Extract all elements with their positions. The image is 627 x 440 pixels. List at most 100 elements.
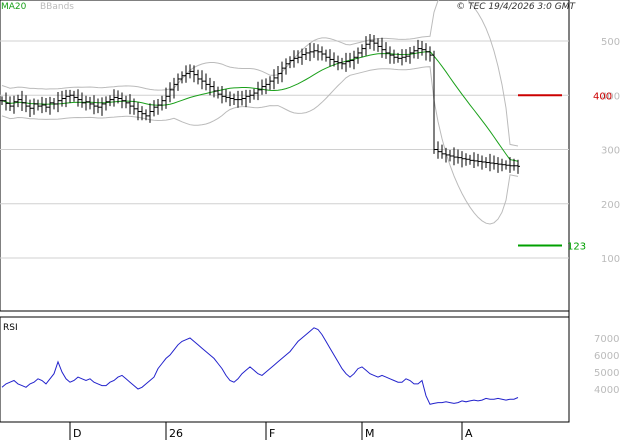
price-bar	[480, 155, 484, 170]
header-legend: MA20 BBands © TEC 19/4/2026 3:0 GMT	[1, 2, 577, 12]
price-bar	[320, 46, 324, 61]
price-bar	[212, 81, 216, 98]
price-bar	[284, 58, 288, 75]
price-bar	[160, 95, 164, 111]
rsi-tick-label: 5000	[594, 368, 619, 379]
price-bar	[472, 152, 476, 168]
price-bar	[300, 48, 304, 65]
price-bar	[332, 52, 336, 67]
price-tick-label: 300	[601, 146, 620, 157]
price-panel-frame	[0, 0, 570, 312]
price-bar	[516, 159, 520, 174]
price-bar	[84, 95, 88, 111]
price-bar	[224, 89, 228, 103]
price-bar	[260, 79, 264, 95]
price-bar	[228, 91, 232, 107]
price-bar	[464, 153, 468, 166]
price-bar	[92, 95, 96, 115]
price-bar	[368, 33, 372, 50]
x-month-label: D	[73, 427, 81, 440]
support-level-label: 123	[567, 242, 586, 253]
price-bar	[440, 144, 444, 159]
price-bar	[400, 49, 404, 66]
price-bar	[112, 89, 116, 107]
price-bar	[136, 102, 140, 121]
bbands-upper-line	[1, 0, 519, 147]
price-bar	[164, 87, 168, 109]
price-bar	[80, 92, 84, 108]
price-bar	[200, 70, 204, 90]
price-bar	[504, 160, 508, 170]
rsi-tick-label: 6000	[594, 351, 619, 362]
price-bar	[304, 48, 308, 60]
price-bar	[140, 106, 144, 121]
price-bar	[308, 43, 312, 62]
price-bar	[248, 89, 252, 103]
price-bar	[328, 49, 332, 67]
price-bar	[508, 157, 512, 173]
price-bar	[244, 89, 248, 108]
price-bar	[436, 141, 440, 159]
price-bar	[340, 57, 344, 70]
x-month-label: A	[465, 427, 473, 440]
price-bar	[0, 96, 4, 106]
price-bar	[428, 46, 432, 62]
price-bar	[12, 95, 16, 114]
price-bar	[396, 52, 400, 63]
price-bar	[100, 97, 104, 116]
price-bar	[460, 151, 464, 168]
price-bar	[456, 149, 460, 164]
price-bar	[452, 147, 456, 166]
price-bar	[156, 99, 160, 115]
price-bar	[488, 153, 492, 172]
price-bar	[272, 69, 276, 90]
rsi-tick-label: 4000	[594, 385, 619, 396]
price-bar	[152, 100, 156, 117]
price-bar	[232, 93, 236, 106]
ma20-line	[1, 50, 519, 162]
price-bar	[72, 90, 76, 102]
price-bar	[348, 52, 352, 68]
price-bar	[324, 49, 328, 62]
price-bar	[236, 90, 240, 108]
price-bar	[68, 89, 72, 103]
price-bar	[512, 158, 516, 171]
price-bar	[192, 65, 196, 83]
price-bar	[252, 88, 256, 100]
price-bar	[356, 47, 360, 64]
price-bar	[468, 154, 472, 165]
price-bar	[416, 39, 420, 59]
price-bar	[288, 56, 292, 69]
x-month-label: M	[365, 427, 375, 440]
price-bar	[144, 109, 148, 121]
price-bar	[172, 77, 176, 99]
price-bar	[48, 96, 52, 115]
price-bar	[492, 155, 496, 170]
price-bar	[392, 49, 396, 64]
price-bar	[256, 81, 260, 101]
price-bar	[264, 78, 268, 95]
price-bar	[44, 97, 48, 113]
price-bar	[64, 89, 68, 108]
price-bar	[120, 92, 124, 109]
price-bar	[276, 65, 280, 84]
price-bar	[96, 98, 100, 114]
price-bar	[280, 61, 284, 83]
price-bar	[476, 153, 480, 167]
price-bar	[292, 50, 296, 68]
price-bar	[344, 52, 348, 72]
price-bar	[36, 99, 40, 111]
copyright-text: © TEC 19/4/2026 3:0 GMT	[456, 2, 576, 12]
price-bar	[268, 76, 272, 90]
resistance-level-label: 400	[593, 91, 612, 102]
price-bar	[116, 90, 120, 104]
price-bar	[88, 96, 92, 110]
price-bar	[56, 91, 60, 113]
price-bar	[16, 94, 20, 108]
price-bar	[432, 50, 436, 154]
price-bar	[352, 50, 356, 70]
price-bar	[76, 89, 80, 107]
price-bar	[132, 98, 136, 115]
price-bar	[52, 97, 56, 110]
